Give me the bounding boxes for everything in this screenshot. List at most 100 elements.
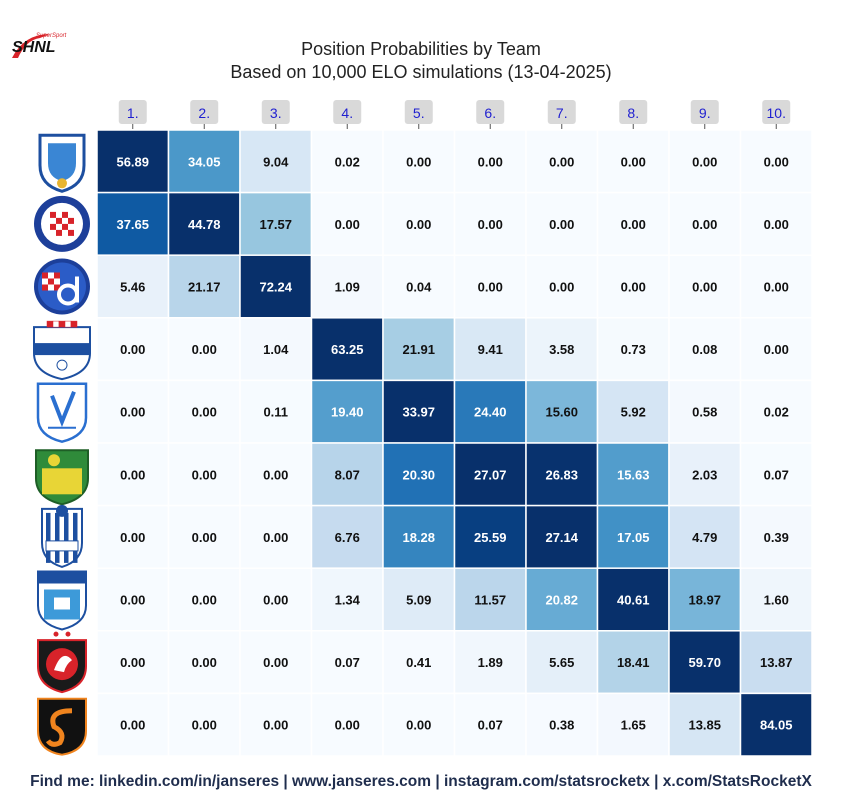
heatmap-cell xyxy=(453,442,527,507)
heatmap-cell xyxy=(96,379,170,444)
heatmap-cell xyxy=(310,191,384,256)
footer-credits: Find me: linkedin.com/in/janseres | www.… xyxy=(30,773,812,790)
heatmap-value-label: 0.00 xyxy=(406,217,431,232)
heatmap-value-label: 0.00 xyxy=(192,405,217,420)
heatmap-cell xyxy=(382,567,456,632)
heatmap-cell xyxy=(525,630,599,695)
heatmap-value-label: 0.58 xyxy=(692,405,717,420)
heatmap-cell xyxy=(525,379,599,444)
heatmap-value-label: 0.00 xyxy=(549,280,574,295)
heatmap-value-label: 8.07 xyxy=(335,467,360,482)
x-tick-label: 8. xyxy=(627,105,639,121)
shnl-swoosh-icon xyxy=(12,34,50,58)
chart-title: Position Probabilities by Team xyxy=(301,39,541,59)
x-tick-10: 10. xyxy=(762,100,791,129)
heatmap-value-label: 0.07 xyxy=(478,718,503,733)
x-tick-bg xyxy=(619,100,648,124)
heatmap-cell xyxy=(453,504,527,569)
heatmap-cell xyxy=(382,442,456,507)
heatmap-cell xyxy=(382,379,456,444)
heatmap-value-label: 0.02 xyxy=(335,154,360,169)
heatmap-value-label: 84.05 xyxy=(760,718,793,733)
heatmap-value-label: 5.92 xyxy=(621,405,646,420)
heatmap-value-label: 0.04 xyxy=(406,280,432,295)
heatmap-value-label: 0.00 xyxy=(263,467,288,482)
heatmap-value-label: 0.00 xyxy=(192,467,217,482)
heatmap-row-osijek: 0.00 0.00 0.00 1.34 5.09 11.57 20.82 40.61 18.97… xyxy=(96,567,813,632)
heatmap-cell xyxy=(167,129,241,194)
heatmap-cell xyxy=(239,692,313,757)
heatmap-value-label: 0.00 xyxy=(120,593,145,608)
x-tick-label: 1. xyxy=(127,105,139,121)
heatmap-cell xyxy=(525,191,599,256)
heatmap-row-lokomotiva: 0.00 0.00 0.00 6.76 18.28 25.59 27.14 17.05 4.79… xyxy=(96,504,813,569)
heatmap-cell xyxy=(525,442,599,507)
heatmap-value-label: 0.73 xyxy=(621,342,646,357)
heatmap-value-label: 0.02 xyxy=(764,405,789,420)
heatmap-value-label: 0.00 xyxy=(764,280,789,295)
heatmap-cell xyxy=(453,317,527,382)
heatmap-value-label: 0.38 xyxy=(549,718,574,733)
heatmap-value-label: 72.24 xyxy=(259,280,292,295)
heatmap-cell xyxy=(453,191,527,256)
heatmap-cell xyxy=(96,191,170,256)
heatmap-row-rijeka: 56.89 34.05 9.04 0.02 0.00 0.00 0.00 0.00 0.00 0.… xyxy=(96,129,813,194)
rijeka-crest-icon xyxy=(38,133,86,193)
x-tick-label: 4. xyxy=(341,105,353,121)
x-tick-label: 9. xyxy=(699,105,711,121)
heatmap-value-label: 1.65 xyxy=(621,718,646,733)
heatmap-value-label: 26.83 xyxy=(545,467,578,482)
heatmap-cell xyxy=(310,129,384,194)
heatmap-value-label: 0.00 xyxy=(192,718,217,733)
heatmap-value-label: 0.00 xyxy=(192,342,217,357)
x-tick-bg xyxy=(261,100,290,124)
heatmap-cell xyxy=(167,317,241,382)
heatmap-value-label: 0.00 xyxy=(192,530,217,545)
heatmap-value-label: 0.00 xyxy=(120,655,145,670)
heatmap-cell xyxy=(453,129,527,194)
heatmap-value-label: 0.07 xyxy=(335,655,360,670)
heatmap-cell xyxy=(525,129,599,194)
heatmap-cell xyxy=(739,442,813,507)
shnl-sup-text: SuperSport xyxy=(36,33,67,39)
heatmap-cell xyxy=(596,379,670,444)
heatmap-cell xyxy=(739,692,813,757)
heatmap-value-label: 0.00 xyxy=(192,593,217,608)
heatmap-value-label: 0.00 xyxy=(335,217,360,232)
heatmap-cell xyxy=(668,630,742,695)
chart-subtitle: Based on 10,000 ELO simulations (13-04-2… xyxy=(230,62,612,82)
heatmap-cell xyxy=(668,191,742,256)
heatmap-cell xyxy=(596,692,670,757)
heatmap-cell xyxy=(525,317,599,382)
heatmap-value-label: 21.17 xyxy=(188,280,221,295)
heatmap-value-label: 5.65 xyxy=(549,655,574,670)
heatmap-cell xyxy=(453,379,527,444)
heatmap-value-label: 0.00 xyxy=(764,217,789,232)
heatmap-value-label: 20.30 xyxy=(402,467,435,482)
heatmap-cell xyxy=(239,442,313,507)
heatmap-value-label: 0.00 xyxy=(764,342,789,357)
heatmap-cell xyxy=(167,254,241,319)
x-tick-8: 8. xyxy=(619,100,648,129)
heatmap-value-label: 27.14 xyxy=(545,530,578,545)
heatmap-row-slaven: 0.00 0.00 1.04 63.25 21.91 9.41 3.58 0.73 0.08 0.… xyxy=(96,317,813,382)
heatmap-cell xyxy=(167,191,241,256)
heatmap-cell xyxy=(167,567,241,632)
heatmap-value-label: 33.97 xyxy=(402,405,435,420)
heatmap-cell xyxy=(167,442,241,507)
x-tick-bg xyxy=(333,100,362,124)
heatmap-value-label: 2.03 xyxy=(692,467,717,482)
x-tick-bg xyxy=(547,100,576,124)
heatmap-value-label: 24.40 xyxy=(474,405,507,420)
heatmap-cell xyxy=(96,692,170,757)
heatmap-row-hajduk: 37.65 44.78 17.57 0.00 0.00 0.00 0.00 0.00 0.00 0… xyxy=(96,191,813,256)
heatmap-row-istra: 0.00 0.00 0.00 8.07 20.30 27.07 26.83 15.63 2.03… xyxy=(96,442,813,507)
heatmap-value-label: 1.60 xyxy=(764,593,789,608)
heatmap-value-label: 11.57 xyxy=(474,593,506,608)
heatmap-value-label: 0.00 xyxy=(120,467,145,482)
heatmap-value-label: 21.91 xyxy=(402,342,435,357)
heatmap-cell xyxy=(382,692,456,757)
heatmap-cell xyxy=(96,567,170,632)
heatmap-value-label: 0.00 xyxy=(692,217,717,232)
